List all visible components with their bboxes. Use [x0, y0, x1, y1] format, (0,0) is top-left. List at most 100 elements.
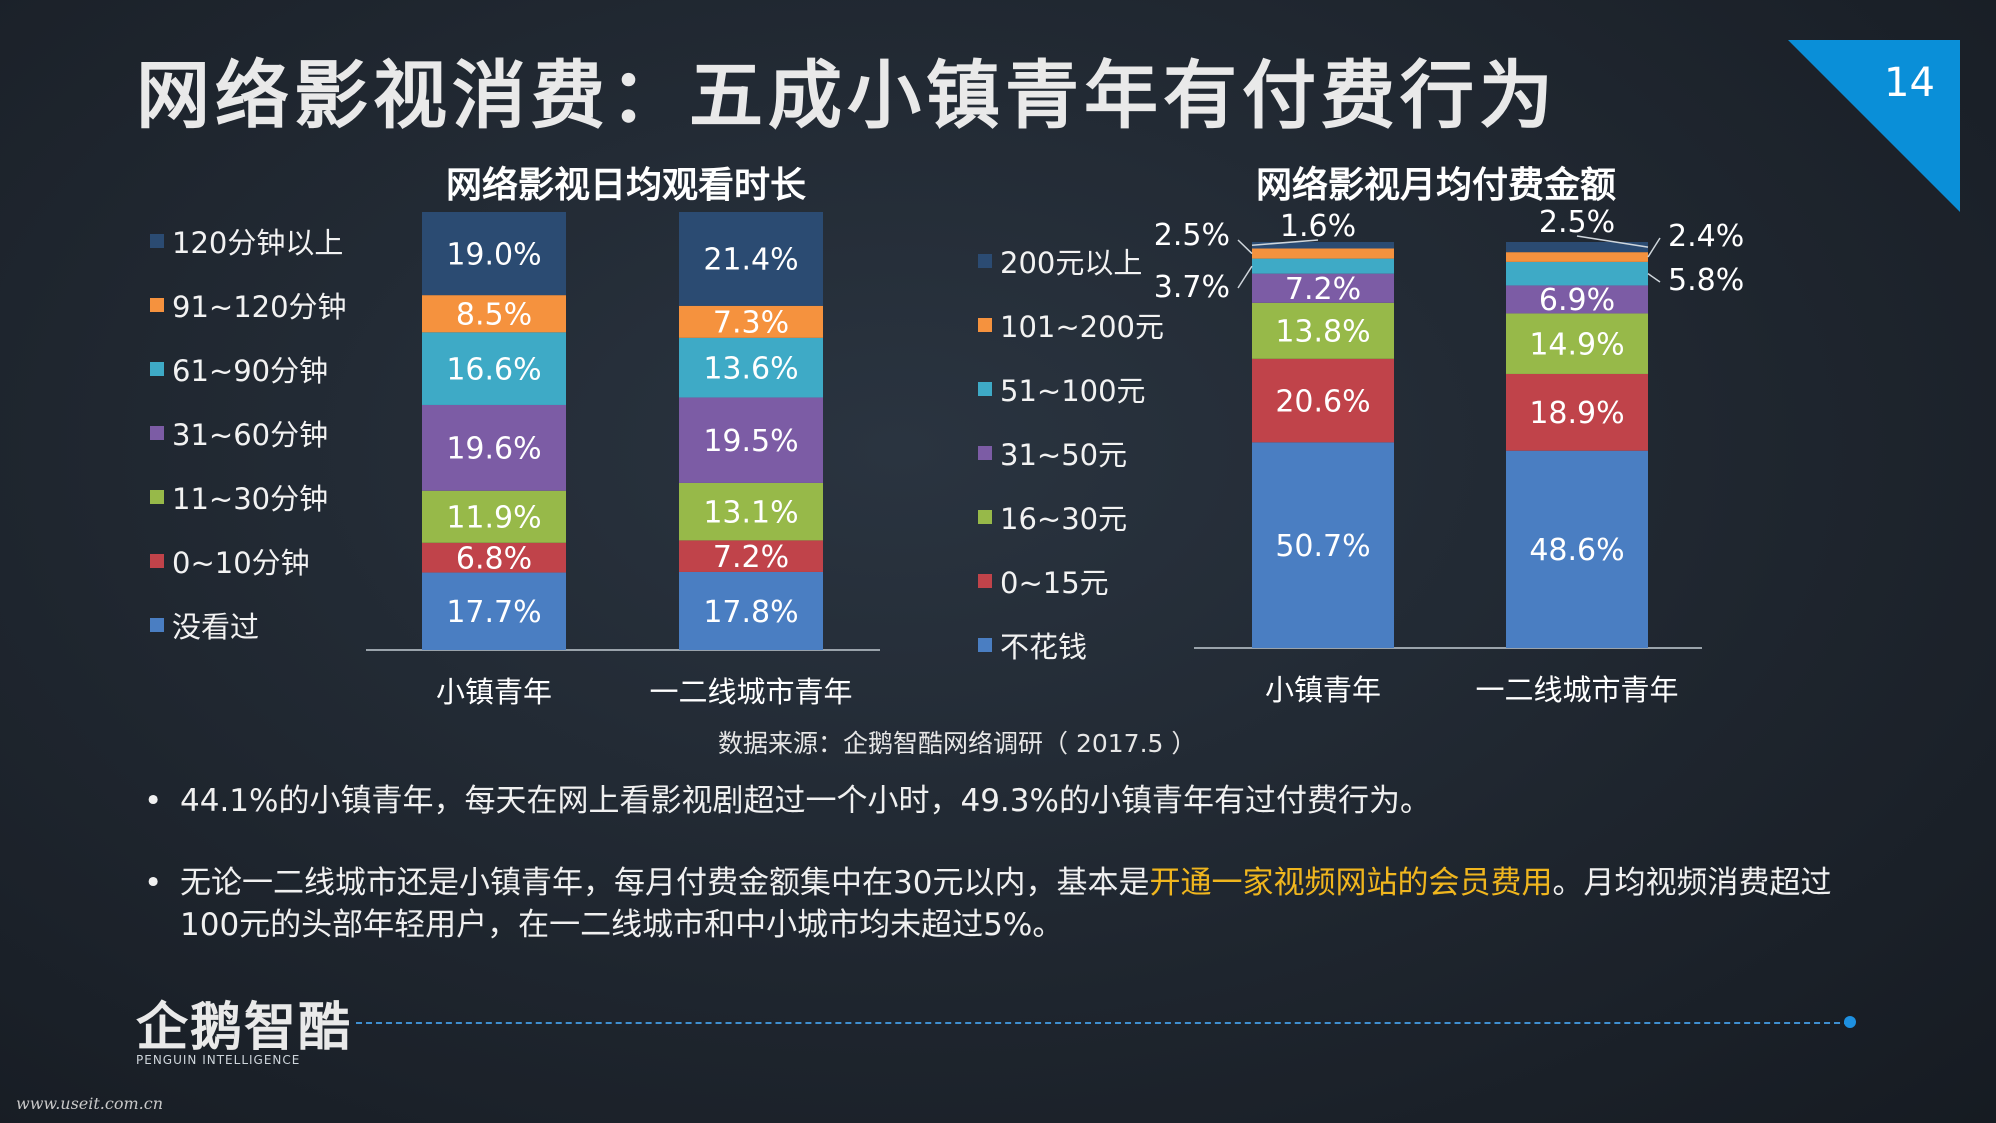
legend-swatch [978, 254, 992, 268]
legend-label: 不花钱 [1000, 630, 1088, 664]
data-label: 19.5% [703, 424, 798, 459]
leader-line [1237, 239, 1253, 255]
bullet-2-highlight: 开通一家视频网站的会员费用 [1149, 865, 1553, 901]
bar-segment [1252, 302, 1394, 359]
bar-segment [1506, 450, 1648, 648]
chart2-plot: 50.7% 20.6% 13.8% 7.2% 3.7% 2.5% 1.6% 小镇青年 48.6%… [1154, 205, 1744, 707]
legend-label: 120分钟以上 [172, 226, 344, 260]
data-label: 16.6% [446, 352, 541, 387]
bar-segment [1252, 248, 1394, 259]
chart1-legend-item: 没看过 [150, 604, 259, 646]
bullet-2-text-start: 无论一二线城市还是小镇青年，每月付费金额集中在30元以内，基本是 [180, 865, 1150, 901]
data-label: 13.8% [1275, 315, 1370, 350]
data-label: 8.5% [456, 298, 532, 333]
bar-segment [1506, 242, 1648, 253]
chart1-legend-item: 91~120分钟 [150, 284, 347, 326]
footer-dot [1844, 1016, 1856, 1028]
legend-label: 61~90分钟 [172, 354, 329, 388]
bar-segment [1252, 358, 1394, 443]
chart1-title: 网络影视日均观看时长 [446, 165, 807, 206]
chart1-plot: 17.7% 6.8% 11.9% 19.6% 16.6% 8.5% 19.0% 小镇青年 17.… [366, 212, 880, 709]
legend-swatch [150, 618, 164, 632]
legend-swatch [150, 490, 164, 504]
legend-label: 0~10分钟 [172, 546, 310, 580]
data-label: 11.9% [446, 501, 541, 536]
bar-segment [1252, 242, 1394, 249]
data-label: 2.5% [1154, 218, 1230, 253]
slide-title: 网络影视消费：五成小镇青年有付费行为 [136, 53, 1558, 139]
page-number: 14 [1884, 60, 1935, 106]
chart2-legend-item: 51~100元 [978, 368, 1146, 410]
legend-swatch [150, 362, 164, 376]
bullet-dot: • [144, 783, 163, 819]
chart1-legend-item: 11~30分钟 [150, 476, 328, 518]
bar-segment [679, 571, 823, 650]
category-label: 一二线城市青年 [649, 675, 852, 709]
bullet-2: • 无论一二线城市还是小镇青年，每月付费金额集中在30元以内，基本是开通一家视频… [140, 862, 1880, 946]
bar-segment [1506, 261, 1648, 286]
data-label: 2.5% [1539, 205, 1615, 240]
category-label: 小镇青年 [436, 675, 552, 709]
data-label: 3.7% [1154, 270, 1230, 305]
legend-swatch [150, 426, 164, 440]
bar-segment [679, 212, 823, 306]
data-label: 7.3% [713, 306, 789, 341]
chart2-title: 网络影视月均付费金额 [1256, 165, 1617, 206]
leader-line [1576, 235, 1649, 248]
leader-line [1647, 237, 1661, 258]
legend-swatch [978, 382, 992, 396]
bar-segment [422, 212, 566, 296]
data-label: 13.6% [703, 351, 798, 386]
bar-segment [1506, 373, 1648, 451]
bar-segment [679, 337, 823, 398]
legend-label: 16~30元 [1000, 502, 1128, 536]
chart2-legend-item: 101~200元 [978, 304, 1164, 346]
bullet-1: • 44.1%的小镇青年，每天在网上看影视剧超过一个小时，49.3%的小镇青年有… [140, 780, 1880, 822]
bar-segment [679, 305, 823, 338]
data-label: 2.4% [1668, 219, 1744, 254]
data-label: 6.8% [456, 541, 532, 576]
legend-swatch [978, 318, 992, 332]
legend-label: 0~15元 [1000, 566, 1109, 600]
legend-label: 51~100元 [1000, 374, 1146, 408]
bar-segment [1506, 313, 1648, 374]
leader-line [1237, 265, 1253, 289]
footer-divider [356, 1022, 1850, 1024]
data-source: 数据来源：企鹅智酷网络调研（ 2017.5 ） [718, 729, 1197, 758]
legend-label: 91~120分钟 [172, 290, 347, 324]
chart2-legend-item: 0~15元 [978, 560, 1109, 602]
logo: 企鹅智酷 PENGUIN INTELLIGENCE [136, 985, 353, 1067]
data-label: 18.9% [1529, 396, 1624, 431]
bar-segment [422, 332, 566, 405]
chart1-legend-item: 0~10分钟 [150, 540, 310, 582]
bar-segment [422, 295, 566, 333]
bar-segment [679, 397, 823, 483]
legend-label: 没看过 [172, 610, 260, 644]
bar-segment [422, 572, 566, 650]
category-label: 一二线城市青年 [1475, 673, 1678, 707]
leader-line [1251, 239, 1319, 246]
chart2-legend-item: 31~50元 [978, 432, 1127, 474]
legend-swatch [150, 234, 164, 248]
data-label: 48.6% [1529, 533, 1624, 568]
chart2-legend: 不花钱 0~15元 16~30元 31~50元 51~100元 101~200元 200元以… [978, 240, 1198, 670]
logo-text: 企鹅智酷 [136, 998, 353, 1058]
bullet-list: • 44.1%的小镇青年，每天在网上看影视剧超过一个小时，49.3%的小镇青年有… [140, 780, 1880, 986]
logo-subtitle: PENGUIN INTELLIGENCE [136, 1053, 301, 1067]
data-label: 21.4% [703, 243, 798, 278]
data-label: 50.7% [1275, 529, 1370, 564]
watermark: www.useit.com.cn [16, 1094, 164, 1113]
bar-segment [422, 404, 566, 491]
legend-label: 11~30分钟 [172, 482, 329, 516]
chart1-legend: 没看过 0~10分钟 11~30分钟 31~60分钟 61~90分钟 91~120分钟 12… [150, 220, 390, 650]
legend-label: 101~200元 [1000, 310, 1165, 344]
data-label: 6.9% [1539, 283, 1615, 318]
data-label: 19.0% [446, 237, 541, 272]
leader-line [1647, 273, 1661, 283]
chart2-legend-item: 16~30元 [978, 496, 1127, 538]
bar-segment [679, 540, 823, 572]
data-label: 1.6% [1280, 209, 1356, 244]
legend-label: 31~50元 [1000, 438, 1128, 472]
bullet-dot: • [144, 865, 163, 901]
legend-swatch [978, 510, 992, 524]
